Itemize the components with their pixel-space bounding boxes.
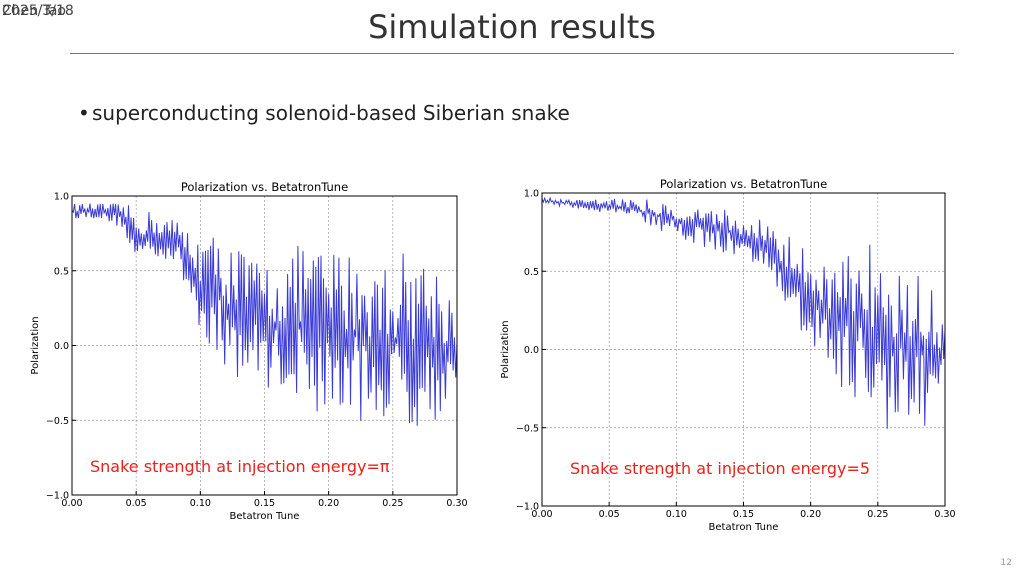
chart-left-xtick-label: 0.25 bbox=[382, 498, 403, 509]
chart-right-ytick-label: 0.5 bbox=[524, 267, 539, 278]
chart-right-y-axis-label: Polarization bbox=[500, 320, 511, 378]
chart-left-xtick-label: 0.15 bbox=[254, 498, 275, 509]
chart-right: 0.00 0.05 0.10 0.15 0.20 0.25 0.30 −1.0 −0.5 0.0 0… bbox=[494, 173, 956, 542]
header-date: 2025/3/18 bbox=[2, 3, 74, 19]
caption-right: Snake strength at injection energy=5 bbox=[570, 459, 871, 478]
chart-left-ytick-label: 1.0 bbox=[54, 192, 69, 203]
chart-right-xtick-label: 0.30 bbox=[934, 509, 955, 520]
chart-left-ytick-label: 0.5 bbox=[54, 266, 69, 277]
bullet-item: • superconducting solenoid-based Siberian… bbox=[78, 101, 570, 125]
chart-left-chart-title: Polarization vs. BetatronTune bbox=[181, 180, 348, 194]
chart-left-xtick-label: 0.30 bbox=[446, 498, 467, 509]
title-divider bbox=[70, 53, 954, 54]
header-author: Chen Tao bbox=[2, 3, 66, 19]
chart-right-x-axis-label: Betatron Tune bbox=[709, 522, 779, 533]
chart-left-y-axis-label: Polarization bbox=[30, 316, 41, 374]
chart-left: 0.00 0.05 0.10 0.15 0.20 0.25 0.30 −1.0 −0.5 0.0 0… bbox=[22, 176, 472, 530]
bullet-dot-icon: • bbox=[78, 101, 90, 125]
chart-left-series-line bbox=[71, 203, 458, 426]
chart-left-x-axis-label: Betatron Tune bbox=[230, 511, 300, 522]
chart-left-xtick-label: 0.20 bbox=[318, 498, 339, 509]
chart-right-ytick-label: −1.0 bbox=[516, 502, 539, 513]
chart-right-xtick-label: 0.20 bbox=[800, 509, 821, 520]
chart-left-ytick-label: −0.5 bbox=[46, 416, 69, 427]
chart-left-xtick-label: 0.10 bbox=[190, 498, 211, 509]
chart-right-ytick-label: 1.0 bbox=[524, 189, 539, 200]
chart-right-xtick-label: 0.10 bbox=[666, 509, 687, 520]
bullet-text: superconducting solenoid-based Siberian … bbox=[92, 101, 570, 125]
chart-right-xtick-label: 0.00 bbox=[531, 509, 552, 520]
chart-right-xtick-label: 0.05 bbox=[599, 509, 620, 520]
chart-right-xtick-label: 0.15 bbox=[733, 509, 754, 520]
chart-right-xtick-label: 0.25 bbox=[867, 509, 888, 520]
chart-right-svg: 0.00 0.05 0.10 0.15 0.20 0.25 0.30 −1.0 −0.5 0.0 0… bbox=[500, 177, 956, 533]
page-number: 12 bbox=[1000, 558, 1012, 568]
chart-left-xtick-label: 0.00 bbox=[61, 498, 82, 509]
chart-right-ytick-label: 0.0 bbox=[524, 345, 539, 356]
chart-left-ytick-label: 0.0 bbox=[54, 341, 69, 352]
chart-right-series-line bbox=[541, 196, 946, 429]
chart-left-ytick-label: −1.0 bbox=[46, 491, 69, 502]
page-title: Simulation results bbox=[368, 8, 656, 46]
chart-right-ytick-label: −0.5 bbox=[516, 423, 539, 434]
chart-left-svg: 0.00 0.05 0.10 0.15 0.20 0.25 0.30 −1.0 −0.5 0.0 0… bbox=[30, 180, 468, 522]
chart-left-xtick-label: 0.05 bbox=[126, 498, 147, 509]
chart-right-chart-title: Polarization vs. BetatronTune bbox=[660, 177, 827, 191]
caption-left: Snake strength at injection energy=π bbox=[90, 457, 390, 476]
